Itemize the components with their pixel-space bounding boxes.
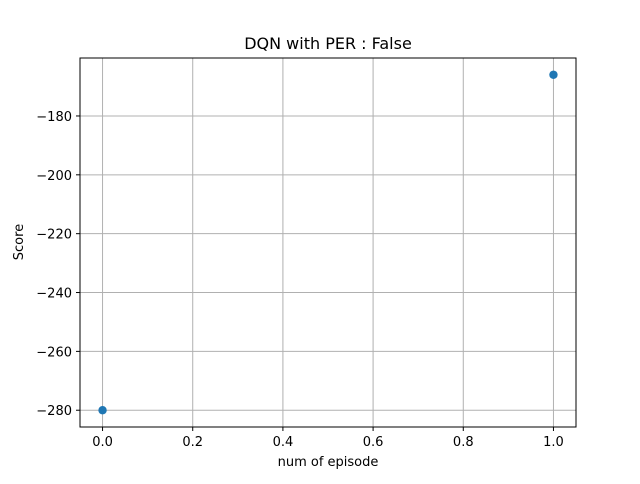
x-tick-label: 0.8 bbox=[453, 435, 474, 450]
scatter-point bbox=[98, 406, 107, 415]
x-tick: 0.2 bbox=[182, 427, 203, 450]
y-tick: −280 bbox=[36, 404, 80, 419]
x-tick: 0.4 bbox=[273, 427, 294, 450]
y-tick: −240 bbox=[36, 287, 80, 302]
y-tick: −180 bbox=[36, 110, 80, 125]
x-axis-ticks: 0.0 0.2 0.4 0.6 0.8 1.0 bbox=[92, 427, 564, 450]
x-tick-label: 0.6 bbox=[363, 435, 384, 450]
y-axis-ticks: −280 −260 −240 −220 −200 −180 bbox=[36, 110, 80, 419]
scatter-points bbox=[98, 70, 558, 415]
scatter-point bbox=[549, 70, 558, 79]
y-tick-label: −240 bbox=[36, 287, 72, 302]
y-tick-label: −200 bbox=[36, 169, 72, 184]
y-tick-label: −260 bbox=[36, 345, 72, 360]
x-tick: 0.6 bbox=[363, 427, 384, 450]
x-axis-label: num of episode bbox=[278, 455, 379, 470]
x-tick-label: 0.2 bbox=[182, 435, 203, 450]
chart-title: DQN with PER : False bbox=[244, 34, 412, 53]
y-tick: −200 bbox=[36, 169, 80, 184]
axes-frame bbox=[79, 57, 577, 428]
y-tick: −220 bbox=[36, 228, 80, 243]
x-tick: 0.0 bbox=[92, 427, 113, 450]
y-tick: −260 bbox=[36, 345, 80, 360]
x-tick: 1.0 bbox=[543, 427, 564, 450]
y-tick-label: −220 bbox=[36, 228, 72, 243]
x-tick-label: 1.0 bbox=[543, 435, 564, 450]
x-tick-label: 0.0 bbox=[92, 435, 113, 450]
y-axis-label: Score bbox=[12, 224, 27, 260]
grid-lines bbox=[80, 58, 576, 427]
y-tick-label: −280 bbox=[36, 404, 72, 419]
x-tick-label: 0.4 bbox=[273, 435, 294, 450]
y-tick-label: −180 bbox=[36, 110, 72, 125]
x-tick: 0.8 bbox=[453, 427, 474, 450]
